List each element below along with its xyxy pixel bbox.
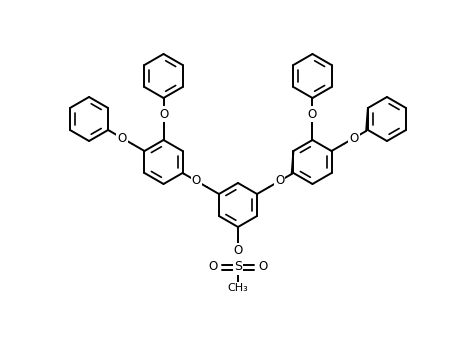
Text: O: O — [258, 261, 267, 274]
Text: O: O — [233, 245, 242, 257]
Text: O: O — [159, 108, 168, 120]
Text: S: S — [234, 261, 241, 274]
Text: O: O — [191, 175, 201, 188]
Text: O: O — [117, 131, 126, 144]
Text: CH₃: CH₃ — [227, 283, 248, 293]
Text: O: O — [307, 108, 317, 120]
Text: O: O — [208, 261, 217, 274]
Text: O: O — [274, 175, 284, 188]
Text: O: O — [349, 131, 358, 144]
